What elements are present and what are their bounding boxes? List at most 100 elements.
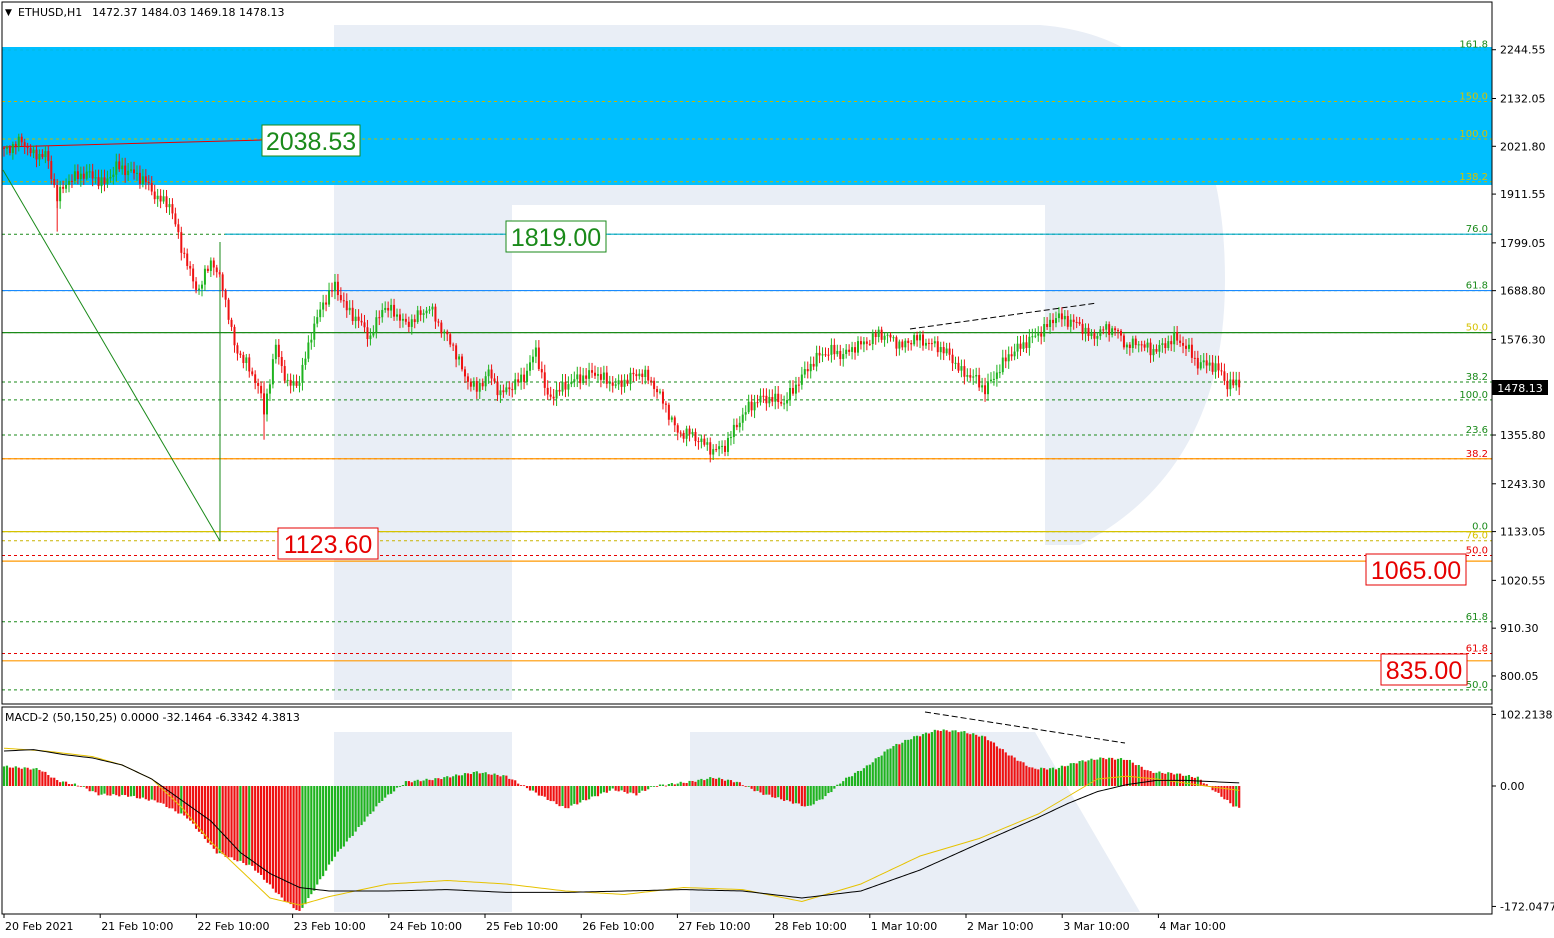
candle bbox=[638, 369, 641, 380]
candle bbox=[328, 282, 331, 307]
macd-bar bbox=[667, 783, 670, 786]
macd-main-line bbox=[3, 749, 1240, 899]
candle bbox=[3, 146, 5, 157]
candle bbox=[564, 374, 567, 398]
macd-bar bbox=[641, 786, 644, 791]
candle bbox=[265, 388, 268, 422]
macd-bar bbox=[192, 786, 195, 824]
macd-bar bbox=[1090, 758, 1093, 786]
macd-bar bbox=[56, 780, 59, 786]
candle bbox=[1096, 332, 1099, 347]
candle bbox=[1158, 340, 1161, 358]
macd-bar bbox=[324, 786, 328, 871]
macd-bar bbox=[1214, 786, 1217, 792]
macd-bar bbox=[100, 786, 103, 795]
candle bbox=[531, 349, 534, 371]
candle bbox=[171, 198, 174, 220]
candle bbox=[97, 169, 100, 190]
candle bbox=[381, 303, 384, 323]
candle bbox=[233, 324, 236, 353]
macd-bar bbox=[1178, 773, 1182, 786]
candle bbox=[493, 373, 496, 384]
macd-bar bbox=[989, 741, 993, 786]
candle bbox=[608, 375, 611, 392]
candle bbox=[1176, 325, 1179, 346]
candle bbox=[514, 372, 517, 395]
macd-bar bbox=[815, 786, 818, 801]
macd-bar bbox=[865, 765, 868, 786]
candle bbox=[661, 389, 664, 410]
candle bbox=[951, 348, 954, 371]
candle bbox=[709, 437, 712, 463]
macd-bar bbox=[236, 786, 239, 862]
candle bbox=[919, 330, 922, 349]
candle bbox=[1179, 334, 1182, 347]
macd-bar bbox=[289, 786, 292, 905]
macd-bar bbox=[936, 730, 939, 786]
candle bbox=[463, 366, 466, 383]
macd-bar bbox=[1072, 763, 1075, 786]
candle bbox=[700, 434, 703, 449]
macd-bar bbox=[484, 772, 487, 786]
macd-bar bbox=[617, 786, 620, 792]
candle bbox=[738, 416, 741, 433]
candle bbox=[957, 356, 960, 373]
candle bbox=[880, 326, 883, 343]
macd-bar bbox=[520, 785, 523, 786]
price-tick-label: 2132.05 bbox=[1500, 92, 1546, 105]
candle bbox=[1117, 328, 1120, 339]
macd-bar bbox=[564, 786, 567, 809]
candle bbox=[842, 348, 845, 367]
candle bbox=[313, 316, 316, 348]
macd-bar bbox=[144, 786, 147, 800]
candle bbox=[227, 297, 230, 325]
candle bbox=[602, 365, 605, 384]
macd-bar bbox=[206, 786, 209, 843]
time-tick-label: 25 Feb 10:00 bbox=[486, 920, 558, 933]
candle bbox=[851, 341, 854, 360]
macd-bar bbox=[1010, 755, 1013, 786]
candle bbox=[1143, 340, 1146, 352]
candle bbox=[1102, 326, 1105, 335]
macd-bar bbox=[715, 778, 718, 786]
candle bbox=[65, 178, 68, 193]
candle bbox=[162, 189, 165, 204]
macd-bar bbox=[375, 786, 378, 807]
macd-bar bbox=[765, 786, 768, 795]
candle bbox=[458, 354, 461, 366]
macd-bar bbox=[898, 744, 901, 786]
candle bbox=[812, 356, 815, 371]
candle bbox=[984, 377, 987, 402]
macd-bar bbox=[1235, 786, 1238, 807]
candle bbox=[357, 309, 360, 329]
candle bbox=[1013, 343, 1016, 361]
candle bbox=[534, 340, 537, 364]
macd-bar bbox=[475, 771, 478, 786]
macd-bar bbox=[839, 783, 842, 786]
candle bbox=[94, 169, 97, 184]
candle bbox=[1185, 339, 1187, 356]
macd-bar bbox=[582, 786, 585, 801]
candle bbox=[889, 332, 892, 342]
macd-bar bbox=[416, 779, 419, 786]
candle bbox=[582, 367, 585, 385]
candle bbox=[924, 338, 927, 349]
macd-bar bbox=[132, 786, 136, 796]
macd-bar bbox=[517, 783, 520, 786]
candle bbox=[138, 165, 141, 189]
candle bbox=[310, 332, 313, 350]
candle bbox=[268, 379, 271, 402]
dropdown-triangle-icon[interactable]: ▼ bbox=[5, 8, 12, 18]
macd-bar bbox=[963, 731, 966, 786]
candle bbox=[588, 362, 591, 387]
candle bbox=[960, 359, 963, 378]
candle bbox=[307, 335, 310, 363]
macd-bar bbox=[336, 786, 340, 852]
macd-bar bbox=[620, 786, 623, 791]
macd-bar bbox=[910, 739, 913, 786]
candle bbox=[29, 144, 32, 157]
macd-bar bbox=[422, 780, 425, 786]
macd-bar bbox=[271, 786, 275, 889]
candle bbox=[141, 168, 144, 188]
macd-bar bbox=[1176, 773, 1179, 786]
